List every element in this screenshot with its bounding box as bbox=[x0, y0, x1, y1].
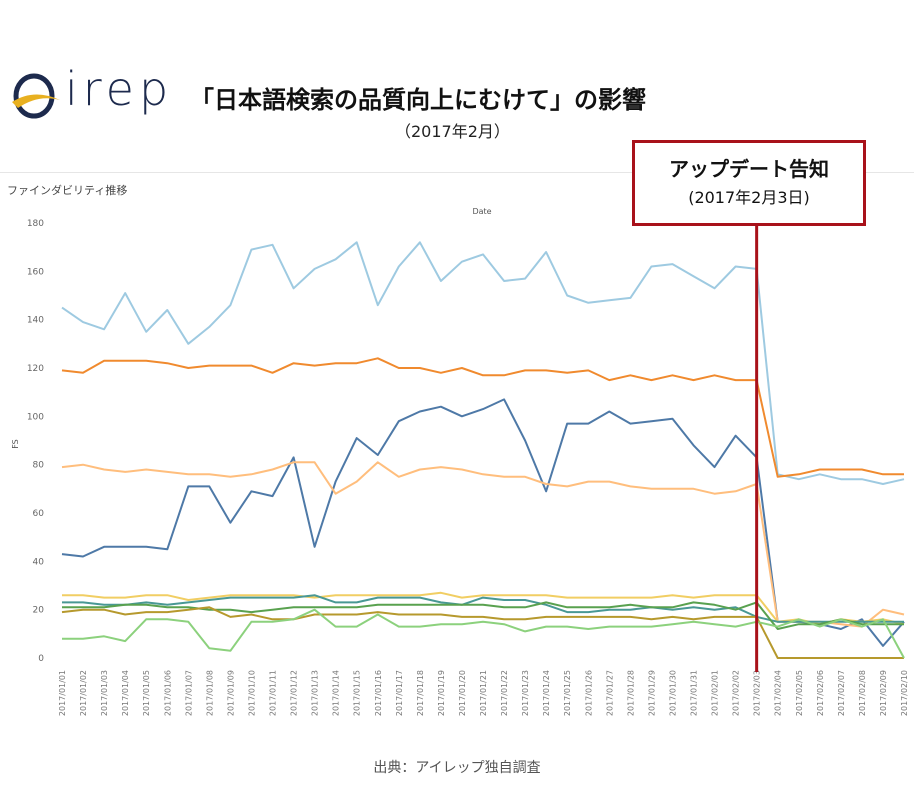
y-tick-label: 0 bbox=[38, 654, 44, 664]
chart-title: ファインダビリティ推移 bbox=[7, 184, 128, 197]
x-tick-label: 2017/02/04 bbox=[774, 670, 783, 716]
series-line bbox=[62, 608, 905, 659]
x-tick-label: 2017/01/18 bbox=[416, 670, 425, 716]
y-axis-label: FS bbox=[11, 439, 20, 449]
line-chart: Date FS 0 20 40 60 80 100 120 140 160 180 2017/01… bbox=[11, 207, 909, 716]
x-tick-label: 2017/01/14 bbox=[332, 670, 341, 716]
x-tick-label: 2017/02/07 bbox=[837, 670, 846, 716]
x-tick-label: 2017/01/10 bbox=[247, 670, 256, 716]
x-tick-label: 2017/01/13 bbox=[311, 670, 320, 716]
y-tick-label: 60 bbox=[33, 509, 45, 519]
y-tick-label: 140 bbox=[27, 316, 44, 326]
source-note: 出典：アイレップ独自調査 bbox=[373, 760, 541, 776]
x-tick-label: 2017/01/04 bbox=[121, 670, 130, 716]
update-callout-box: アップデート告知 (2017年2月3日) bbox=[632, 140, 866, 226]
x-tick-label: 2017/01/08 bbox=[205, 670, 214, 716]
y-tick-label: 160 bbox=[27, 267, 44, 277]
x-tick-label: 2017/01/07 bbox=[184, 670, 193, 716]
x-tick-label: 2017/02/02 bbox=[732, 670, 741, 716]
x-tick-label: 2017/01/15 bbox=[353, 670, 362, 716]
x-tick-label: 2017/01/30 bbox=[668, 670, 677, 716]
x-tick-label: 2017/01/09 bbox=[226, 670, 235, 716]
x-tick-label: 2017/01/01 bbox=[58, 670, 67, 716]
page-subheading: （2017年2月） bbox=[395, 122, 510, 141]
x-tick-label: 2017/01/11 bbox=[269, 670, 278, 716]
y-axis-ticks: 0 20 40 60 80 100 120 140 160 180 bbox=[27, 219, 44, 664]
x-tick-label: 2017/01/21 bbox=[479, 670, 488, 716]
x-tick-label: 2017/01/25 bbox=[563, 670, 572, 716]
x-tick-label: 2017/01/20 bbox=[458, 670, 467, 716]
chart-frame bbox=[0, 172, 914, 749]
x-tick-label: 2017/02/10 bbox=[900, 670, 909, 716]
x-tick-label: 2017/01/29 bbox=[647, 670, 656, 716]
x-tick-label: 2017/01/02 bbox=[79, 670, 88, 716]
x-tick-label: 2017/01/27 bbox=[605, 670, 614, 716]
series-line bbox=[61, 398, 905, 647]
x-tick-label: 2017/01/17 bbox=[395, 670, 404, 716]
x-tick-label: 2017/01/31 bbox=[690, 670, 699, 716]
x-tick-label: 2017/01/03 bbox=[100, 670, 109, 716]
callout-title: アップデート告知 bbox=[669, 157, 829, 181]
series-line bbox=[61, 606, 904, 659]
x-tick-label: 2017/02/05 bbox=[795, 670, 804, 716]
series-line bbox=[61, 357, 904, 478]
x-tick-label: 2017/01/22 bbox=[500, 670, 509, 716]
y-tick-label: 180 bbox=[27, 219, 44, 229]
x-axis-label: Date bbox=[472, 207, 491, 216]
series-line bbox=[62, 594, 904, 623]
x-tick-label: 2017/01/28 bbox=[626, 670, 635, 716]
x-tick-label: 2017/01/06 bbox=[163, 670, 172, 716]
x-tick-label: 2017/01/26 bbox=[584, 670, 593, 716]
series-lines bbox=[61, 241, 905, 659]
y-tick-label: 80 bbox=[33, 461, 45, 471]
page-headline: 「日本語検索の品質向上にむけて」の影響 bbox=[190, 86, 646, 114]
y-tick-label: 20 bbox=[33, 606, 45, 616]
x-tick-label: 2017/01/19 bbox=[437, 670, 446, 716]
x-tick-label: 2017/02/01 bbox=[711, 670, 720, 716]
irep-logo bbox=[12, 73, 60, 119]
y-tick-label: 40 bbox=[33, 557, 45, 567]
series-line bbox=[61, 461, 905, 628]
y-tick-label: 100 bbox=[27, 412, 44, 422]
x-tick-label: 2017/02/03 bbox=[753, 670, 762, 716]
x-tick-label: 2017/02/09 bbox=[879, 670, 888, 716]
x-tick-label: 2017/01/24 bbox=[542, 670, 551, 716]
brand-name: irep bbox=[65, 62, 174, 116]
callout-date: (2017年2月3日) bbox=[688, 188, 810, 207]
y-tick-label: 120 bbox=[27, 364, 44, 374]
x-tick-label: 2017/01/05 bbox=[142, 670, 151, 716]
series-line bbox=[62, 591, 905, 626]
x-tick-label: 2017/01/23 bbox=[521, 670, 530, 716]
x-tick-label: 2017/02/06 bbox=[816, 670, 825, 716]
x-tick-label: 2017/02/08 bbox=[858, 670, 867, 716]
logo-mark-icon bbox=[12, 73, 60, 119]
x-axis-ticks: 2017/01/01 2017/01/02 2017/01/03 2017/01/04… bbox=[58, 670, 909, 716]
series-line bbox=[61, 241, 905, 485]
x-tick-label: 2017/01/16 bbox=[374, 670, 383, 716]
x-tick-label: 2017/01/12 bbox=[290, 670, 299, 716]
